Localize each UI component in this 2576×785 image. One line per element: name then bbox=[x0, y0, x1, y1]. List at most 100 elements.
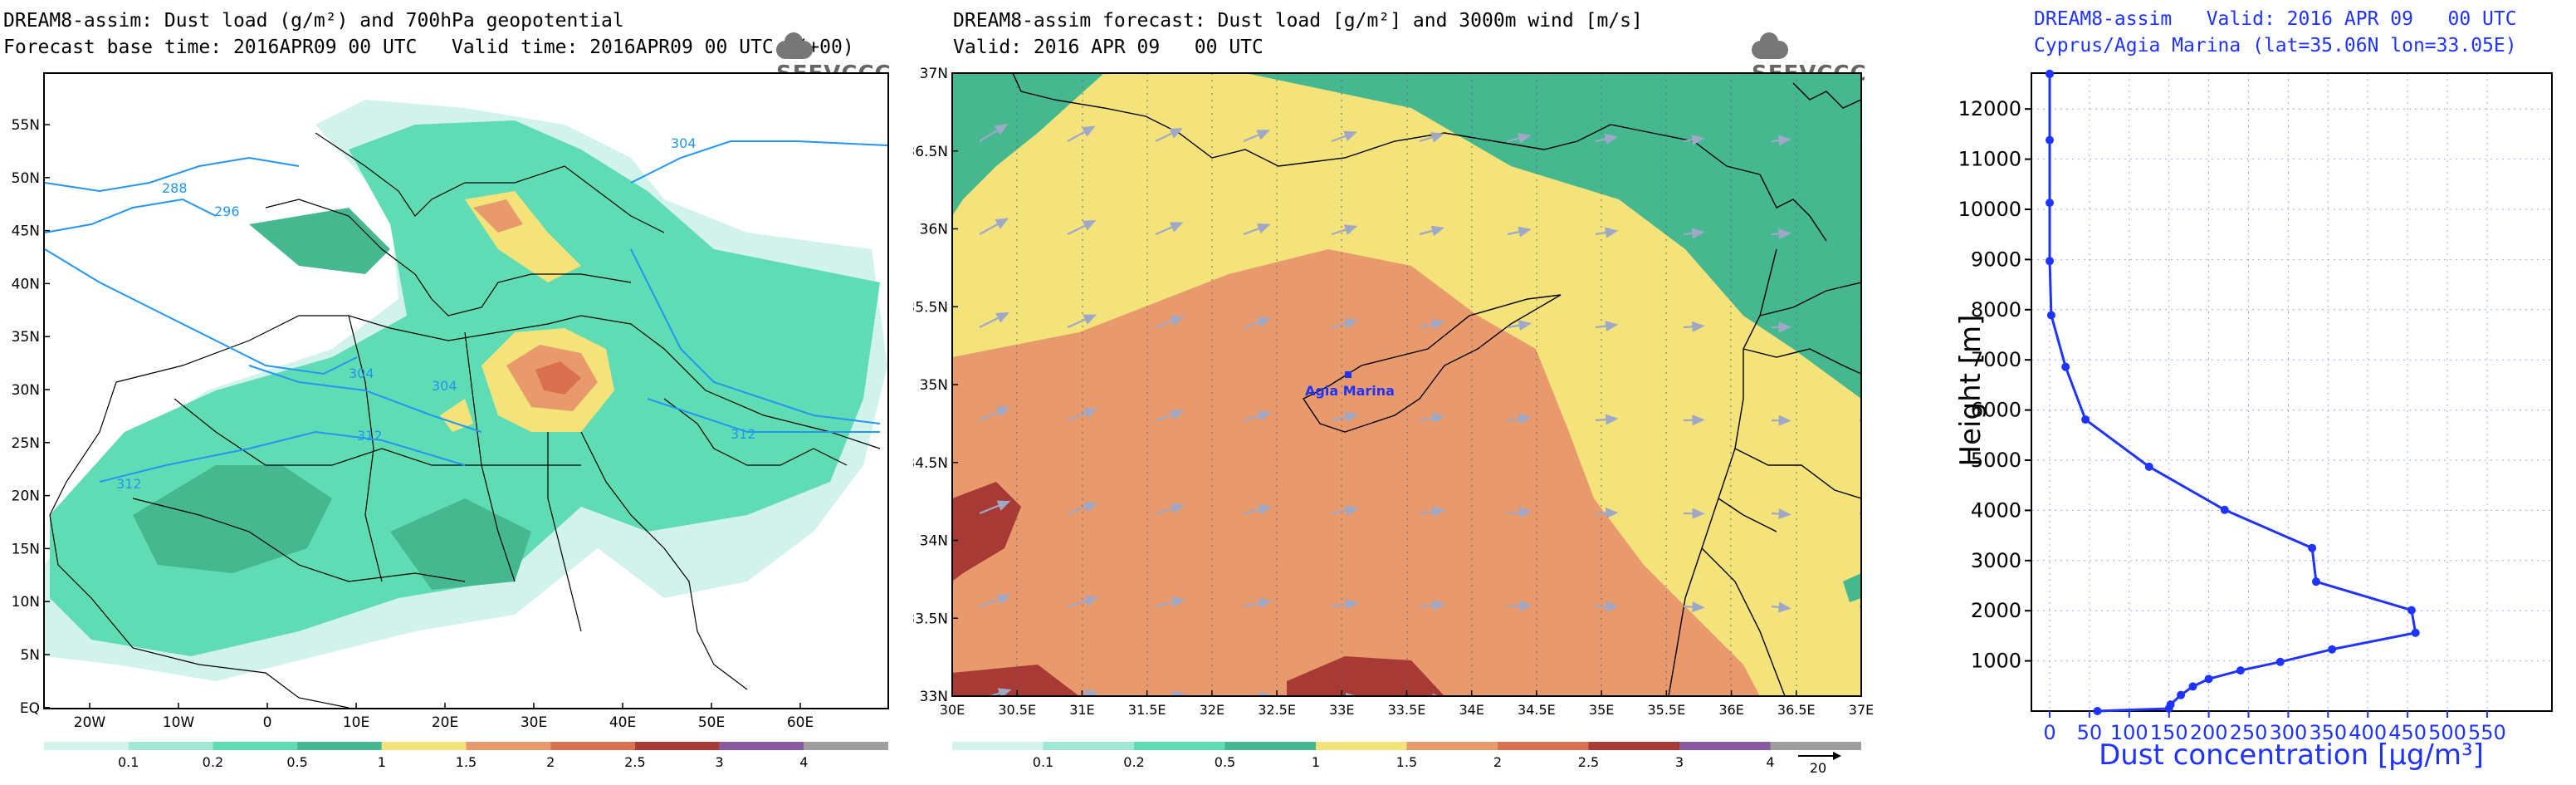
colorbar-label: 1.5 bbox=[456, 754, 477, 770]
wind-arrow bbox=[979, 123, 1009, 142]
wind-arrow bbox=[1331, 224, 1358, 236]
profile-y-label: Height [m] bbox=[1954, 315, 1987, 467]
wind-arrow bbox=[1243, 504, 1272, 515]
wind-arrow bbox=[1595, 414, 1619, 425]
y-tick-label: 2000 bbox=[1971, 599, 2021, 622]
colorbar-label: 0.5 bbox=[1215, 754, 1235, 770]
contour-label: 304 bbox=[432, 378, 457, 394]
overview-lon-axis: 20W 10W 0 10E 20E 30E 40E 50E 60E bbox=[74, 703, 814, 731]
wind-arrow bbox=[1771, 135, 1791, 146]
zoom-coastlines bbox=[1012, 73, 1861, 696]
lon-tick-label: 40E bbox=[609, 714, 636, 731]
overview-title-line1: DREAM8-assim: Dust load (g/m²) and 700hP… bbox=[3, 10, 624, 32]
colorbar-swatch bbox=[381, 742, 467, 750]
wind-arrow bbox=[1771, 508, 1791, 520]
profile-point bbox=[2166, 700, 2175, 709]
colorbar-label: 3 bbox=[1675, 754, 1684, 770]
colorbar-swatch bbox=[1588, 742, 1679, 750]
lat-tick-label: 15N bbox=[12, 541, 40, 557]
colorbar-label: 1 bbox=[1312, 754, 1320, 770]
colorbar-label: 4 bbox=[1766, 754, 1774, 770]
lon-tick-label: 32E bbox=[1200, 702, 1224, 718]
colorbar-swatch bbox=[44, 742, 129, 750]
lat-tick-label: 5N bbox=[20, 647, 40, 664]
y-tick-label: 3000 bbox=[1971, 549, 2021, 572]
profile-title: DREAM8-assim Valid: 2016 APR 09 00 UTC bbox=[2034, 8, 2517, 30]
lon-tick-label: 34.5E bbox=[1518, 702, 1556, 718]
lat-tick-label: 33N bbox=[920, 689, 948, 705]
y-tick-label: 7000 bbox=[1971, 348, 2021, 371]
zoom-title-line1: DREAM8-assim forecast: Dust load [g/m²] … bbox=[953, 10, 1643, 32]
colorbar-swatch bbox=[1770, 742, 1861, 750]
y-tick-label: 6000 bbox=[1971, 399, 2021, 422]
overview-geopotential-contours bbox=[44, 140, 888, 483]
colorbar-label: 1.5 bbox=[1396, 754, 1417, 770]
wind-arrow bbox=[1595, 227, 1619, 238]
lon-tick-label: 50E bbox=[698, 714, 725, 731]
colorbar-label: 4 bbox=[799, 754, 808, 770]
lat-tick-label: 36N bbox=[920, 222, 948, 238]
wind-arrow bbox=[1595, 134, 1619, 145]
y-tick-label: 8000 bbox=[1971, 298, 2021, 321]
y-tick-label: 12000 bbox=[1958, 97, 2021, 120]
wind-arrow bbox=[1155, 503, 1185, 515]
wind-arrow bbox=[1243, 316, 1272, 329]
wind-reference-label: 20 bbox=[1810, 760, 1826, 776]
wind-arrow bbox=[1419, 599, 1446, 611]
wind-arrow bbox=[1507, 133, 1532, 144]
profile-point bbox=[2061, 362, 2070, 371]
contour-label: 304 bbox=[671, 135, 697, 151]
colorbar-label: 0.5 bbox=[286, 754, 307, 770]
profile-subtitle: Cyprus/Agia Marina (lat=35.06N lon=33.05… bbox=[2034, 35, 2517, 56]
y-tick-label: 1000 bbox=[1971, 650, 2021, 673]
wind-arrow bbox=[1331, 317, 1358, 329]
lon-tick-label: 60E bbox=[787, 714, 814, 731]
wind-arrow bbox=[1155, 128, 1183, 142]
y-tick-label: 10000 bbox=[1958, 198, 2021, 221]
profile-point bbox=[2093, 707, 2102, 715]
zoom-title-line2: Valid: 2016 APR 09 00 UTC bbox=[953, 37, 1264, 58]
wind-arrow bbox=[1419, 506, 1445, 518]
wind-arrow bbox=[1243, 223, 1271, 236]
wind-arrow bbox=[1067, 596, 1098, 608]
zoom-dust-field bbox=[952, 73, 1861, 696]
zoom-map: Agia Marina 37N36.5N36N35.5N35N34.5N34N3… bbox=[913, 66, 1874, 776]
lat-tick-label: 55N bbox=[12, 117, 40, 134]
colorbar-swatch bbox=[804, 742, 888, 750]
wind-arrow bbox=[1331, 411, 1359, 423]
cloud-logo-icon bbox=[776, 32, 813, 59]
profile-point bbox=[2275, 657, 2285, 666]
lat-tick-label: 35.5N bbox=[913, 299, 948, 316]
overview-colorbar: 0.1 0.2 0.5 1 1.5 2 2.5 3 4 bbox=[44, 742, 888, 770]
y-tick-label: 11000 bbox=[1958, 148, 2021, 171]
profile-x-label: Dust concentration [µg/m³] bbox=[2099, 738, 2484, 772]
wind-arrow bbox=[1155, 409, 1185, 422]
wind-arrow bbox=[1691, 694, 1705, 696]
colorbar-swatch bbox=[1679, 742, 1771, 750]
lon-tick-label: 10W bbox=[163, 714, 195, 731]
contour-label: 312 bbox=[116, 476, 142, 492]
colorbar-swatch bbox=[297, 742, 382, 750]
lat-tick-label: 40N bbox=[12, 276, 40, 292]
colorbar-swatch bbox=[1498, 742, 1589, 750]
lon-tick-label: 33E bbox=[1329, 702, 1354, 718]
profile-point bbox=[2046, 311, 2055, 320]
lon-tick-label: 31.5E bbox=[1128, 702, 1166, 718]
colorbar-swatch bbox=[550, 742, 635, 750]
contour-label: 288 bbox=[162, 180, 188, 196]
lat-tick-label: 34N bbox=[920, 533, 948, 550]
lat-tick-label: 25N bbox=[12, 435, 40, 452]
wind-arrow bbox=[1683, 415, 1705, 426]
wind-arrow bbox=[1419, 412, 1445, 424]
lat-tick-label: 37N bbox=[920, 66, 948, 82]
zoom-map-panel: DREAM8-assim forecast: Dust load [g/m²] … bbox=[913, 0, 1884, 785]
wind-arrow bbox=[1595, 321, 1619, 332]
zoom-lat-axis: 37N 36.5N 36N 35.5N 35N 34.5N 34N 33.5N 33N bbox=[913, 66, 958, 705]
profile-point bbox=[2081, 415, 2090, 424]
wind-arrow bbox=[1507, 226, 1532, 238]
colorbar-label: 2.5 bbox=[624, 754, 645, 770]
lat-tick-label: 36.5N bbox=[913, 144, 948, 160]
profile-point bbox=[2144, 462, 2153, 471]
colorbar-label: 1 bbox=[378, 754, 386, 770]
station-label: Agia Marina bbox=[1305, 383, 1395, 399]
